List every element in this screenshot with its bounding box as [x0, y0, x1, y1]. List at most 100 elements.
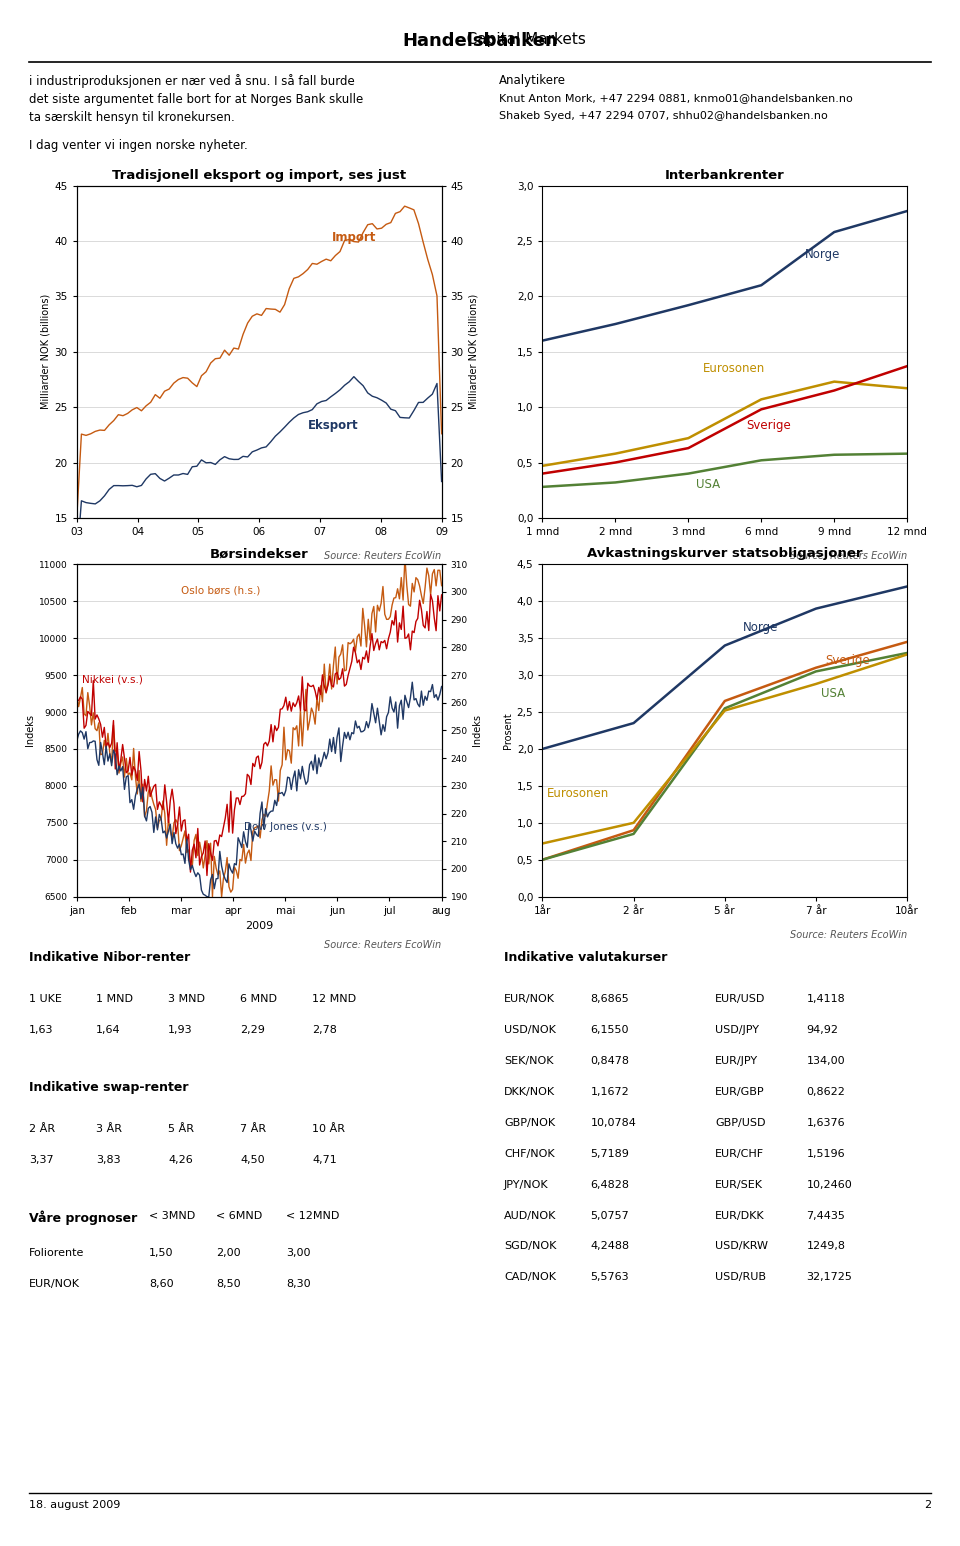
Text: 5 ÅR: 5 ÅR [168, 1124, 194, 1133]
Y-axis label: Milliarder NOK (billions): Milliarder NOK (billions) [40, 294, 50, 410]
Text: 18. august 2009: 18. august 2009 [29, 1500, 120, 1509]
Text: DKK/NOK: DKK/NOK [504, 1087, 555, 1096]
Text: Indikative Nibor-renter: Indikative Nibor-renter [29, 951, 190, 963]
Text: 12 MND: 12 MND [312, 994, 356, 1003]
Text: Dow Jones (v.s.): Dow Jones (v.s.) [244, 822, 326, 832]
Text: 1,5196: 1,5196 [806, 1149, 845, 1158]
Text: 94,92: 94,92 [806, 1025, 838, 1034]
Text: Handelsbanken: Handelsbanken [402, 32, 558, 51]
Y-axis label: Prosent: Prosent [503, 713, 513, 748]
Text: GBP/USD: GBP/USD [715, 1118, 766, 1127]
Text: i industriproduksjonen er nær ved å snu. I så fall burde: i industriproduksjonen er nær ved å snu.… [29, 74, 354, 88]
Text: 1,6376: 1,6376 [806, 1118, 845, 1127]
Text: Eurosonen: Eurosonen [547, 787, 610, 799]
Text: EUR/JPY: EUR/JPY [715, 1056, 758, 1065]
Text: EUR/DKK: EUR/DKK [715, 1211, 765, 1220]
Text: Sverige: Sverige [825, 654, 870, 666]
Y-axis label: Milliarder NOK (billions): Milliarder NOK (billions) [468, 294, 478, 410]
Text: EUR/NOK: EUR/NOK [29, 1279, 80, 1288]
Text: 3 MND: 3 MND [168, 994, 205, 1003]
Text: 3,83: 3,83 [96, 1155, 121, 1164]
Text: 3,37: 3,37 [29, 1155, 54, 1164]
Title: Interbankrenter: Interbankrenter [665, 169, 784, 181]
Text: Eurosonen: Eurosonen [703, 362, 765, 374]
Text: 3,00: 3,00 [286, 1248, 311, 1257]
Text: Capital Markets: Capital Markets [374, 32, 586, 48]
Text: 1,1672: 1,1672 [590, 1087, 629, 1096]
Text: EUR/NOK: EUR/NOK [504, 994, 555, 1003]
Text: CAD/NOK: CAD/NOK [504, 1272, 556, 1282]
Text: USA: USA [696, 478, 720, 492]
Text: 2,78: 2,78 [312, 1025, 337, 1034]
Text: USD/RUB: USD/RUB [715, 1272, 766, 1282]
Text: AUD/NOK: AUD/NOK [504, 1211, 557, 1220]
Text: Analytikere: Analytikere [499, 74, 566, 87]
Text: 134,00: 134,00 [806, 1056, 845, 1065]
Text: Indikative swap-renter: Indikative swap-renter [29, 1081, 188, 1093]
Text: 4,71: 4,71 [312, 1155, 337, 1164]
Text: 0,8622: 0,8622 [806, 1087, 845, 1096]
Text: 7 ÅR: 7 ÅR [240, 1124, 266, 1133]
Text: EUR/GBP: EUR/GBP [715, 1087, 765, 1096]
Text: Source: Reuters EcoWin: Source: Reuters EcoWin [790, 550, 907, 561]
Text: Source: Reuters EcoWin: Source: Reuters EcoWin [324, 550, 442, 561]
Text: < 3MND: < 3MND [149, 1211, 195, 1220]
Text: JPY/NOK: JPY/NOK [504, 1180, 548, 1189]
Y-axis label: Indeks: Indeks [472, 714, 482, 747]
Text: 5,5763: 5,5763 [590, 1272, 629, 1282]
Text: 1249,8: 1249,8 [806, 1241, 846, 1251]
Text: 10,2460: 10,2460 [806, 1180, 852, 1189]
Text: Sverige: Sverige [747, 419, 791, 433]
Text: 1,63: 1,63 [29, 1025, 54, 1034]
Text: 10 ÅR: 10 ÅR [312, 1124, 345, 1133]
Text: Nikkei (v.s.): Nikkei (v.s.) [82, 674, 143, 685]
Text: 3 ÅR: 3 ÅR [96, 1124, 122, 1133]
Text: 2: 2 [924, 1500, 931, 1509]
Text: USD/JPY: USD/JPY [715, 1025, 759, 1034]
Text: USD/KRW: USD/KRW [715, 1241, 768, 1251]
Text: 6,4828: 6,4828 [590, 1180, 630, 1189]
Text: 2,29: 2,29 [240, 1025, 265, 1034]
Text: Source: Reuters EcoWin: Source: Reuters EcoWin [324, 940, 442, 949]
Text: 1,4118: 1,4118 [806, 994, 845, 1003]
Text: Knut Anton Mork, +47 2294 0881, knmo01@handelsbanken.no: Knut Anton Mork, +47 2294 0881, knmo01@h… [499, 93, 852, 102]
Text: Foliorente: Foliorente [29, 1248, 84, 1257]
Text: EUR/SEK: EUR/SEK [715, 1180, 763, 1189]
Text: 2,00: 2,00 [216, 1248, 241, 1257]
Text: det siste argumentet falle bort for at Norges Bank skulle: det siste argumentet falle bort for at N… [29, 93, 363, 105]
Text: 4,2488: 4,2488 [590, 1241, 630, 1251]
Text: 1,93: 1,93 [168, 1025, 193, 1034]
Text: 8,50: 8,50 [216, 1279, 241, 1288]
Text: 1 MND: 1 MND [96, 994, 133, 1003]
Text: 4,50: 4,50 [240, 1155, 265, 1164]
Text: 1 UKE: 1 UKE [29, 994, 61, 1003]
X-axis label: 2009: 2009 [245, 921, 274, 931]
Text: 32,1725: 32,1725 [806, 1272, 852, 1282]
Text: Import: Import [332, 230, 376, 244]
Text: 6,1550: 6,1550 [590, 1025, 629, 1034]
Text: USD/NOK: USD/NOK [504, 1025, 556, 1034]
Text: 7,4435: 7,4435 [806, 1211, 845, 1220]
Y-axis label: Indeks: Indeks [25, 714, 35, 747]
Text: 10,0784: 10,0784 [590, 1118, 636, 1127]
Text: 6 MND: 6 MND [240, 994, 277, 1003]
Text: 1,50: 1,50 [149, 1248, 174, 1257]
Text: Source: Reuters EcoWin: Source: Reuters EcoWin [790, 931, 907, 940]
Title: Børsindekser: Børsindekser [210, 547, 308, 560]
Text: 8,60: 8,60 [149, 1279, 174, 1288]
Text: Indikative valutakurser: Indikative valutakurser [504, 951, 667, 963]
Text: 5,7189: 5,7189 [590, 1149, 629, 1158]
Text: 8,30: 8,30 [286, 1279, 311, 1288]
Text: ta særskilt hensyn til kronekursen.: ta særskilt hensyn til kronekursen. [29, 111, 234, 124]
Text: Våre prognoser: Våre prognoser [29, 1211, 137, 1224]
Text: 8,6865: 8,6865 [590, 994, 629, 1003]
Text: 2 ÅR: 2 ÅR [29, 1124, 55, 1133]
Text: SEK/NOK: SEK/NOK [504, 1056, 554, 1065]
Text: Oslo børs (h.s.): Oslo børs (h.s.) [181, 586, 260, 595]
Text: SGD/NOK: SGD/NOK [504, 1241, 557, 1251]
Text: USA: USA [821, 688, 845, 700]
Text: EUR/CHF: EUR/CHF [715, 1149, 764, 1158]
Text: < 12MND: < 12MND [286, 1211, 340, 1220]
Text: 5,0757: 5,0757 [590, 1211, 629, 1220]
Title: Tradisjonell eksport og import, ses just: Tradisjonell eksport og import, ses just [112, 169, 406, 181]
